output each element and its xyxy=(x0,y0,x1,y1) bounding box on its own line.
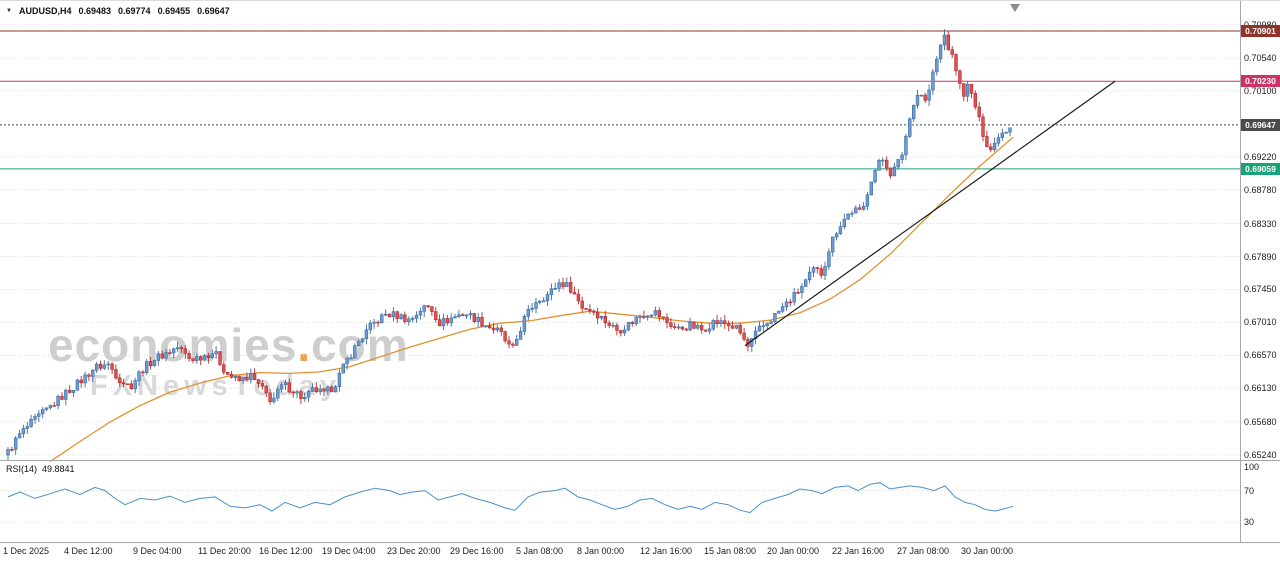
price-axis-label: 0.67010 xyxy=(1244,317,1277,327)
ohlc-close: 0.69647 xyxy=(197,6,230,16)
symbol-dropdown-icon[interactable]: ▼ xyxy=(6,8,12,14)
time-axis-label: 12 Jan 16:00 xyxy=(640,546,693,556)
price-axis-label: 0.65240 xyxy=(1244,450,1277,460)
price-axis-label: 0.65680 xyxy=(1244,417,1277,427)
price-axis-label: 0.68780 xyxy=(1244,185,1277,195)
time-axis-label: 15 Jan 08:00 xyxy=(704,546,757,556)
price-axis-label: 0.68330 xyxy=(1244,219,1277,229)
time-axis-label: 20 Jan 00:00 xyxy=(767,546,820,556)
time-axis-label: 11 Dec 20:00 xyxy=(198,546,251,556)
chart-shift-marker-icon xyxy=(1010,4,1020,12)
price-level-badge: 0.70901 xyxy=(1241,25,1280,37)
price-axis-label: 0.67450 xyxy=(1244,284,1277,294)
ohlc-high: 0.69774 xyxy=(118,6,151,16)
ohlc-open: 0.69483 xyxy=(78,6,112,16)
price-level-badge: 0.69647 xyxy=(1241,119,1280,131)
price-axis-label: 0.69220 xyxy=(1244,152,1277,162)
time-axis-label: 1 Dec 2025 xyxy=(3,546,50,556)
symbol-ohlc-bar: ▼ AUDUSD,H4 0.69483 0.69774 0.69455 0.69… xyxy=(6,6,230,16)
watermark-dot: . xyxy=(297,319,312,371)
time-axis-label: 23 Dec 20:00 xyxy=(387,546,441,556)
time-axis-label: 4 Dec 12:00 xyxy=(64,546,113,556)
price-axis-label: 0.66570 xyxy=(1244,350,1277,360)
time-axis-label: 27 Jan 08:00 xyxy=(897,546,950,556)
time-axis-label: 30 Jan 00:00 xyxy=(961,546,1014,556)
time-axis-label: 29 Dec 16:00 xyxy=(450,546,504,556)
time-axis-label: 5 Jan 08:00 xyxy=(516,546,564,556)
ohlc-low: 0.69455 xyxy=(157,6,191,16)
price-axis-label: 0.70100 xyxy=(1244,86,1277,96)
time-axis-label: 16 Dec 12:00 xyxy=(259,546,313,556)
watermark: economies.com FXNewsToday xyxy=(48,321,409,402)
symbol-name: AUDUSD,H4 xyxy=(18,6,72,16)
price-level-badge: 0.70230 xyxy=(1241,75,1280,87)
rsi-indicator-label: RSI(14) 49.8841 xyxy=(6,464,75,474)
rsi-axis-label: 100 xyxy=(1244,462,1260,472)
time-axis-label: 19 Dec 04:00 xyxy=(322,546,376,556)
price-axis-label: 0.70540 xyxy=(1244,53,1277,63)
rsi-axis-label: 30 xyxy=(1244,517,1255,527)
rsi-name: RSI(14) xyxy=(6,464,38,474)
time-axis-label: 8 Jan 00:00 xyxy=(577,546,625,556)
price-axis-label: 0.67890 xyxy=(1244,252,1277,262)
rsi-axis-label: 70 xyxy=(1244,486,1255,496)
price-axis-label: 0.66130 xyxy=(1244,383,1277,393)
time-axis-label: 9 Dec 04:00 xyxy=(133,546,182,556)
rsi-value: 49.8841 xyxy=(42,464,75,474)
price-level-badge: 0.69059 xyxy=(1241,163,1280,175)
time-axis-label: 22 Jan 16:00 xyxy=(832,546,885,556)
